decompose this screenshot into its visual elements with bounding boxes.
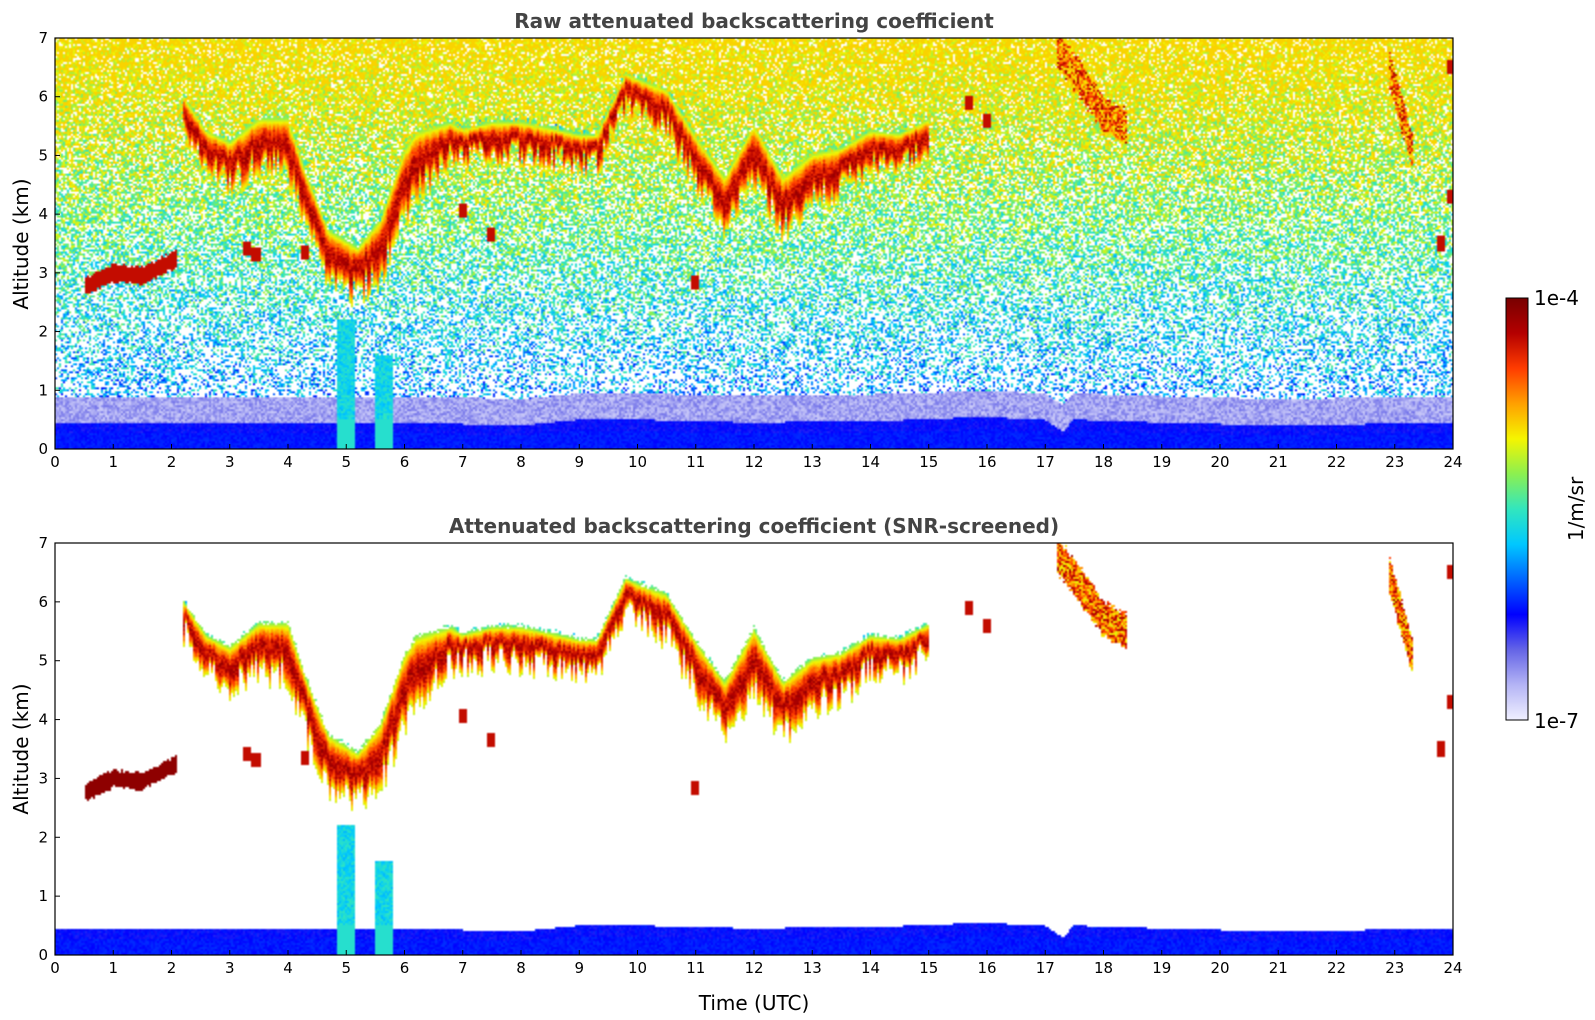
y-tick-label: 7 bbox=[38, 29, 48, 47]
raw-x-ticks: 0 1 2 3 4 5 6 7 8 9 10 11 12 13 14 15 16 17 18 19 20 21 22 23 24 bbox=[50, 444, 1463, 471]
x-tick-label: 0 bbox=[50, 959, 60, 977]
x-tick-label: 7 bbox=[458, 959, 468, 977]
x-tick-label: 18 bbox=[1094, 453, 1113, 471]
y-tick-label: 7 bbox=[38, 534, 48, 552]
x-tick-label: 15 bbox=[919, 453, 938, 471]
x-tick-label: 18 bbox=[1094, 959, 1113, 977]
x-tick-label: 3 bbox=[225, 959, 235, 977]
x-tick-label: 16 bbox=[977, 453, 996, 471]
colorbar-scale bbox=[1505, 297, 1529, 721]
x-tick-label: 22 bbox=[1327, 453, 1346, 471]
screened-panel-title: Attenuated backscattering coefficient (S… bbox=[449, 514, 1059, 538]
y-tick-label: 2 bbox=[38, 828, 48, 846]
y-tick-label: 5 bbox=[38, 146, 48, 164]
x-tick-label: 23 bbox=[1385, 453, 1404, 471]
screened-x-ticks: 0 1 2 3 4 5 6 7 8 9 10 11 12 13 14 15 16 17 18 19 20 21 22 23 24 bbox=[50, 950, 1463, 977]
x-tick-label: 6 bbox=[400, 959, 410, 977]
colorbar-unit-label: 1/m/sr bbox=[1564, 476, 1588, 541]
raw-y-ticks: 0 1 2 3 4 5 6 7 bbox=[38, 29, 60, 458]
x-tick-label: 8 bbox=[516, 959, 526, 977]
y-tick-label: 0 bbox=[38, 946, 48, 964]
colorbar-max-label: 1e-4 bbox=[1534, 286, 1579, 310]
colorbar-min-label: 1e-7 bbox=[1534, 709, 1579, 733]
x-tick-label: 14 bbox=[861, 453, 880, 471]
y-tick-label: 6 bbox=[38, 593, 48, 611]
x-tick-label: 10 bbox=[628, 959, 647, 977]
x-tick-label: 13 bbox=[803, 959, 822, 977]
raw-backscatter-heatmap bbox=[55, 38, 1453, 449]
screened-panel: Attenuated backscattering coefficient (S… bbox=[9, 514, 1463, 1015]
raw-y-axis-label: Altitude (km) bbox=[9, 178, 33, 309]
x-tick-label: 17 bbox=[1036, 959, 1055, 977]
x-tick-label: 4 bbox=[283, 959, 293, 977]
x-axis-label: Time (UTC) bbox=[698, 991, 810, 1015]
raw-panel: Raw attenuated backscattering coefficien… bbox=[9, 9, 1463, 471]
x-tick-label: 3 bbox=[225, 453, 235, 471]
screened-backscatter-heatmap bbox=[55, 543, 1453, 955]
x-tick-label: 5 bbox=[341, 959, 351, 977]
screened-y-axis-label: Altitude (km) bbox=[9, 683, 33, 814]
screened-y-ticks: 0 1 2 3 4 5 6 7 bbox=[38, 534, 60, 964]
x-tick-label: 20 bbox=[1210, 959, 1229, 977]
y-tick-label: 1 bbox=[38, 887, 48, 905]
x-tick-label: 9 bbox=[574, 959, 584, 977]
x-tick-label: 17 bbox=[1036, 453, 1055, 471]
x-tick-label: 6 bbox=[400, 453, 410, 471]
x-tick-label: 20 bbox=[1210, 453, 1229, 471]
y-tick-label: 0 bbox=[38, 440, 48, 458]
y-tick-label: 4 bbox=[38, 711, 48, 729]
x-tick-label: 19 bbox=[1152, 453, 1171, 471]
x-tick-label: 16 bbox=[977, 959, 996, 977]
x-tick-label: 21 bbox=[1269, 959, 1288, 977]
y-tick-label: 3 bbox=[38, 264, 48, 282]
x-tick-label: 21 bbox=[1269, 453, 1288, 471]
y-tick-label: 5 bbox=[38, 652, 48, 670]
x-tick-label: 8 bbox=[516, 453, 526, 471]
x-tick-label: 11 bbox=[686, 959, 705, 977]
y-tick-label: 3 bbox=[38, 769, 48, 787]
x-tick-label: 11 bbox=[686, 453, 705, 471]
x-tick-label: 19 bbox=[1152, 959, 1171, 977]
x-tick-label: 14 bbox=[861, 959, 880, 977]
x-tick-label: 7 bbox=[458, 453, 468, 471]
x-tick-label: 12 bbox=[744, 453, 763, 471]
y-tick-label: 4 bbox=[38, 205, 48, 223]
colorbar: 1e-4 1e-7 1/m/sr bbox=[1505, 286, 1588, 733]
x-tick-label: 1 bbox=[108, 453, 118, 471]
x-tick-label: 10 bbox=[628, 453, 647, 471]
x-tick-label: 2 bbox=[167, 453, 177, 471]
x-tick-label: 5 bbox=[341, 453, 351, 471]
x-tick-label: 0 bbox=[50, 453, 60, 471]
x-tick-label: 22 bbox=[1327, 959, 1346, 977]
y-tick-label: 1 bbox=[38, 381, 48, 399]
y-tick-label: 6 bbox=[38, 88, 48, 106]
y-tick-label: 2 bbox=[38, 323, 48, 341]
x-tick-label: 24 bbox=[1443, 453, 1462, 471]
raw-panel-title: Raw attenuated backscattering coefficien… bbox=[514, 9, 994, 33]
x-tick-label: 2 bbox=[167, 959, 177, 977]
x-tick-label: 24 bbox=[1443, 959, 1462, 977]
x-tick-label: 4 bbox=[283, 453, 293, 471]
x-tick-label: 13 bbox=[803, 453, 822, 471]
x-tick-label: 9 bbox=[574, 453, 584, 471]
x-tick-label: 15 bbox=[919, 959, 938, 977]
x-tick-label: 1 bbox=[108, 959, 118, 977]
x-tick-label: 12 bbox=[744, 959, 763, 977]
x-tick-label: 23 bbox=[1385, 959, 1404, 977]
